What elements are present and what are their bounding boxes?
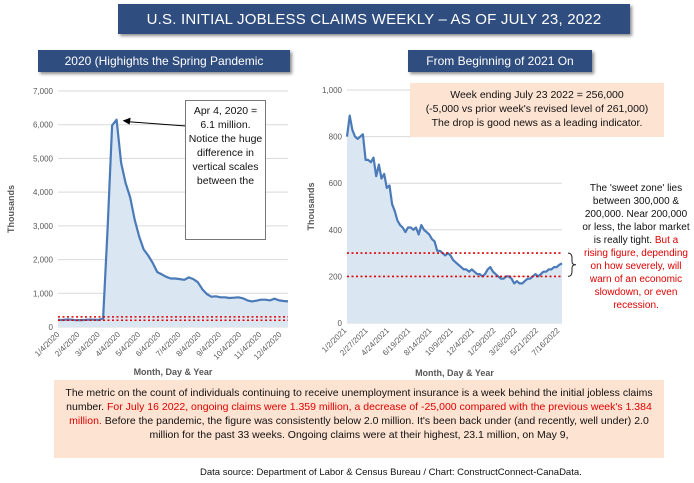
peak-arrow-head bbox=[122, 117, 131, 125]
right-x-axis-title: Month, Day & Year bbox=[415, 368, 494, 378]
latest-week-line-1: Week ending July 23 2022 = 256,000 bbox=[450, 89, 624, 101]
left-x-tick-label: 6/4/2020 bbox=[134, 330, 163, 359]
left-y-tick-label: 6,000 bbox=[33, 121, 54, 130]
left-x-tick-label: 5/4/2020 bbox=[114, 330, 143, 359]
right-x-tick-label: 10/9/2021 bbox=[423, 326, 455, 358]
continuing-claims-intro: The metric on the count of individuals c… bbox=[65, 387, 653, 413]
right-y-tick-label: 800 bbox=[329, 133, 343, 142]
right-y-tick-label: 400 bbox=[329, 226, 343, 235]
right-x-tick-label: 5/21/2022 bbox=[509, 326, 541, 358]
left-y-tick-label: 7,000 bbox=[33, 87, 54, 96]
right-y-tick-label: 1,000 bbox=[322, 86, 343, 95]
left-panel-title: 2020 (Highights the Spring Pandemic bbox=[38, 50, 290, 72]
left-x-tick-label: 8/4/2020 bbox=[174, 330, 203, 359]
right-area bbox=[347, 115, 562, 323]
right-x-tick-label: 7/16/2022 bbox=[530, 326, 562, 358]
right-y-tick-label: 0 bbox=[338, 319, 343, 328]
right-x-tick-label: 1/2/2021 bbox=[320, 326, 349, 355]
sweet-zone-text: The 'sweet zone' lies between 300,000 & … bbox=[582, 183, 690, 246]
right-y-axis-title: Thousands bbox=[306, 182, 316, 230]
left-y-tick-label: 1,000 bbox=[33, 289, 54, 298]
left-x-tick-label: 2/4/2020 bbox=[53, 330, 82, 359]
left-y-tick-label: 4,000 bbox=[33, 188, 54, 197]
peak-arrow-line bbox=[126, 121, 187, 127]
continuing-claims-history: Before the pandemic, the figure was cons… bbox=[101, 415, 649, 441]
left-x-tick-label: 12/4/2020 bbox=[252, 330, 284, 362]
latest-week-line-2: (-5,000 vs prior week's revised level of… bbox=[425, 103, 649, 115]
right-x-tick-label: 4/24/2021 bbox=[359, 326, 391, 358]
left-y-tick-label: 3,000 bbox=[33, 222, 54, 231]
left-y-tick-label: 2,000 bbox=[33, 256, 54, 265]
data-source: Data source: Department of Labor & Censu… bbox=[200, 467, 582, 478]
latest-week-line-3: The drop is good news as a leading indic… bbox=[431, 117, 643, 129]
continuing-claims-latest: For July 16 2022, ongoing claims were 1.… bbox=[69, 401, 652, 427]
left-x-tick-label: 11/4/2020 bbox=[232, 330, 263, 361]
sweet-zone-warning: But a rising figure, depending on how se… bbox=[584, 235, 688, 311]
pandemic-peak-note: Apr 4, 2020 = 6.1 million. Notice the hu… bbox=[185, 100, 266, 240]
left-y-axis-title: Thousands bbox=[6, 185, 16, 233]
right-x-tick-label: 8/14/2021 bbox=[402, 326, 434, 358]
left-x-axis-title: Month, Day & Year bbox=[134, 367, 213, 377]
right-y-tick-label: 600 bbox=[329, 179, 343, 188]
left-y-tick-label: 0 bbox=[49, 323, 54, 332]
right-x-tick-label: 1/29/2022 bbox=[466, 326, 498, 358]
left-x-tick-label: 1/4/2020 bbox=[33, 330, 62, 359]
left-x-tick-label: 9/4/2020 bbox=[195, 330, 224, 359]
right-x-tick-label: 3/26/2022 bbox=[487, 326, 519, 358]
sweet-zone-note: The 'sweet zone' lies between 300,000 & … bbox=[582, 182, 690, 374]
left-x-tick-label: 10/4/2020 bbox=[212, 330, 244, 362]
right-x-tick-label: 2/27/2021 bbox=[338, 326, 370, 358]
left-x-tick-label: 3/4/2020 bbox=[73, 330, 102, 359]
latest-week-callout: Week ending July 23 2022 = 256,000 (-5,0… bbox=[410, 83, 664, 137]
left-x-tick-label: 7/4/2020 bbox=[154, 330, 183, 359]
right-series-line bbox=[345, 114, 563, 285]
right-panel-title: From Beginning of 2021 On bbox=[408, 50, 592, 72]
sweet-zone-brace bbox=[567, 252, 577, 277]
continuing-claims-note: The metric on the count of individuals c… bbox=[54, 380, 664, 458]
left-y-tick-label: 5,000 bbox=[33, 154, 54, 163]
right-x-tick-label: 6/19/2021 bbox=[381, 326, 413, 358]
main-title: U.S. INITIAL JOBLESS CLAIMS WEEKLY – AS … bbox=[118, 4, 630, 34]
right-x-tick-label: 12/4/2021 bbox=[445, 326, 477, 358]
right-y-tick-label: 200 bbox=[329, 272, 343, 281]
left-x-tick-label: 4/4/2020 bbox=[94, 330, 123, 359]
